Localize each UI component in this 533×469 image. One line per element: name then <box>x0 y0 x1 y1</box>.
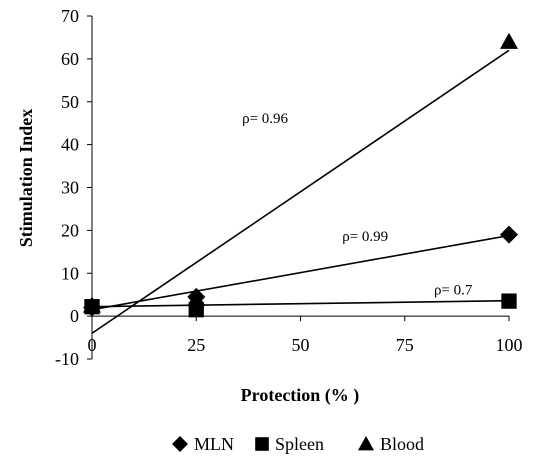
x-axis-title: Protection (% ) <box>241 385 360 406</box>
y-tick-label: -10 <box>55 349 79 369</box>
annotations: ρ= 0.99 ρ= 0.7 ρ= 0.96 <box>242 111 473 299</box>
legend: MLN Spleen Blood <box>172 434 424 454</box>
spleen-point <box>501 293 517 309</box>
blood-trendline <box>91 49 510 334</box>
y-tick-label: 50 <box>61 92 79 112</box>
blood-point <box>83 296 101 313</box>
legend-blood-marker <box>358 436 374 451</box>
data-markers <box>83 32 518 318</box>
legend-blood-label: Blood <box>380 434 424 454</box>
trendlines <box>91 49 510 334</box>
y-tick-label: 20 <box>61 220 79 240</box>
mln-point <box>500 225 518 244</box>
axes: -10 0 10 20 30 40 50 60 70 0 25 50 75 100 <box>55 6 523 369</box>
legend-mln-marker <box>172 436 188 452</box>
x-tick-label: 0 <box>88 335 97 355</box>
y-tick-label: 30 <box>61 178 79 198</box>
y-tick-label: 40 <box>61 135 79 155</box>
spleen-trendline <box>91 299 510 308</box>
y-tick-label: 60 <box>61 49 79 69</box>
legend-mln-label: MLN <box>194 434 234 454</box>
mln-correlation-label: ρ= 0.99 <box>342 229 388 245</box>
y-tick-label: 10 <box>61 263 79 283</box>
y-tick-label: 70 <box>61 6 79 26</box>
spleen-correlation-label: ρ= 0.7 <box>434 283 473 299</box>
y-axis-title: Stimulation Index <box>16 109 36 248</box>
x-tick-label: 100 <box>496 335 523 355</box>
x-tick-label: 25 <box>187 335 205 355</box>
x-tick-label: 75 <box>396 335 414 355</box>
legend-spleen-label: Spleen <box>275 434 324 454</box>
blood-point <box>500 32 518 49</box>
blood-point <box>187 289 206 307</box>
blood-correlation-label: ρ= 0.96 <box>242 111 288 127</box>
mln-trendline <box>91 234 510 311</box>
x-tick-label: 50 <box>292 335 310 355</box>
y-tick-label: 0 <box>70 306 79 326</box>
legend-spleen-marker <box>255 437 269 451</box>
